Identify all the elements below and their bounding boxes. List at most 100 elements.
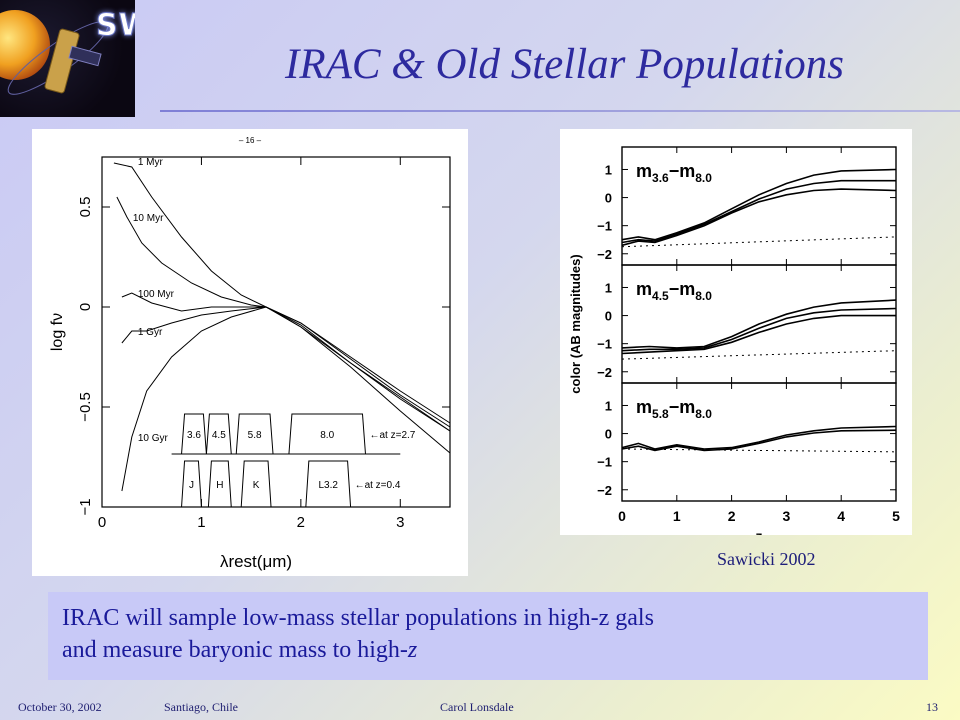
filter-z27-band: [235, 413, 274, 455]
x-tick-label: 1: [197, 514, 205, 531]
y-tick-label: 1: [605, 162, 612, 177]
x-tick-label: 5: [892, 508, 900, 524]
filter-z04-band-label: L3.2: [318, 480, 338, 491]
color-figure: 1 0 −1 −2 m3.6−m8.0 1 0 −1 −2 m4.5−m8.0 1 0 −1 −2 m5.8…: [560, 129, 912, 544]
page-mark: – 16 –: [239, 136, 262, 145]
color-curve: [621, 179, 896, 244]
color-curve: [621, 429, 897, 452]
spectrum-label: 1 Gyr: [138, 327, 163, 338]
y-tick-label: 0: [605, 191, 612, 206]
title-divider: [160, 110, 960, 112]
swire-logo: SWIRE: [0, 0, 135, 117]
filter-z27-band-label: 8.0: [320, 430, 334, 441]
panel-label: m5.8−m8.0: [636, 397, 712, 421]
color-curve: [621, 188, 897, 247]
footer-author: Carol Lonsdale: [440, 700, 514, 714]
caption-line-2-italic: z: [407, 637, 418, 663]
y-tick-label: 0: [77, 303, 94, 311]
y-tick-label: 0.5: [77, 197, 94, 218]
panel-label-part: 5.8: [652, 407, 669, 421]
x-tick-label: 2: [297, 514, 305, 531]
panel-label-part: 8.0: [695, 171, 712, 185]
spectrum-line: [121, 306, 451, 492]
y-tick-label: −1: [597, 337, 612, 352]
filter-z04-band-label: J: [189, 480, 194, 491]
footer-page-number: 13: [926, 700, 938, 714]
panel-label-part: −m: [669, 279, 696, 299]
color-redshift-chart: 10−1−2m3.6−m8.010−1−2m4.5−m8.010−1−2m5.8…: [568, 146, 900, 544]
spectra-figure: – 16 – 0 1 2 3 −1 −0.5 0 0.5 log fν λrest(μm) 1 Myr…: [32, 129, 468, 576]
panel-label: m4.5−m8.0: [636, 279, 712, 303]
filter-z04-band: [305, 460, 352, 508]
y-axis-label: log fν: [49, 313, 66, 351]
footer-location: Santiago, Chile: [164, 700, 238, 714]
y-tick-label: −1: [597, 219, 612, 234]
color-curve: [621, 307, 897, 352]
filter-z04-band: [181, 460, 202, 508]
reference-dotted-line: [621, 350, 897, 360]
filter-z27-band-label: 4.5: [212, 430, 226, 441]
spectrum-line: [121, 306, 451, 428]
spectrum-label: 10 Gyr: [138, 433, 169, 444]
spectrum-label: 1 Myr: [138, 157, 164, 168]
spectra-chart: – 16 – 0 1 2 3 −1 −0.5 0 0.5 log fν λrest(μm) 1 Myr…: [49, 136, 451, 571]
x-tick-label: 4: [837, 508, 845, 524]
figure-credit: Sawicki 2002: [717, 549, 816, 569]
y-tick-label: 1: [605, 398, 612, 413]
panel-frame: [621, 382, 897, 502]
panel-label-part: m: [636, 279, 652, 299]
x-tick-label: 0: [98, 514, 106, 531]
color-curve: [621, 299, 897, 349]
color-curve: [621, 314, 896, 355]
slide-title: IRAC & Old Stellar Populations: [285, 41, 844, 88]
panel-label-part: −m: [669, 161, 696, 181]
y-tick-label: −1: [597, 455, 612, 470]
caption-line-2: and measure baryonic mass to high-z: [62, 634, 914, 666]
caption-line-1: IRAC will sample low-mass stellar popula…: [62, 605, 654, 631]
filter-z04-label: ←at z=0.4: [355, 480, 401, 491]
x-tick-label: 2: [728, 508, 736, 524]
y-tick-label: −1: [77, 498, 94, 515]
panel-label-part: m: [636, 161, 652, 181]
panel-label-part: 3.6: [652, 171, 669, 185]
y-tick-label: 0: [605, 309, 612, 324]
spectrum-line: [116, 196, 451, 432]
spacecraft-icon: [7, 21, 109, 95]
color-curve: [621, 168, 897, 241]
filter-z27-label: ←at z=2.7: [369, 430, 415, 441]
caption-box: IRAC will sample low-mass stellar popula…: [48, 592, 928, 680]
filter-z04-band: [240, 460, 272, 508]
filter-z27-band-label: 5.8: [248, 430, 262, 441]
filter-z04-band: [207, 460, 232, 508]
panel-label-part: 8.0: [695, 289, 712, 303]
color-curve: [621, 425, 897, 450]
spectrum-label: 100 Myr: [138, 289, 175, 300]
y-tick-label: −2: [597, 365, 612, 380]
y-tick-label: 0: [605, 427, 612, 442]
x-axis-label: λrest(μm): [220, 552, 292, 571]
panel-label-part: m: [636, 397, 652, 417]
filter-z04-band-label: K: [253, 480, 260, 491]
x-tick-label: 0: [618, 508, 626, 524]
y-tick-label: −2: [597, 247, 612, 262]
filter-z04-band-label: H: [216, 480, 223, 491]
spectrum-line: [113, 162, 451, 454]
filter-z27-band: [181, 413, 207, 455]
filter-z27-band-label: 3.6: [187, 430, 201, 441]
reference-dotted-line: [621, 448, 897, 453]
panel-label-part: 4.5: [652, 289, 669, 303]
caption-line-2-text: and measure baryonic mass to high-: [62, 637, 408, 663]
logo-text: SWIRE: [95, 8, 135, 44]
y-tick-label: −0.5: [77, 392, 94, 422]
spectrum-line: [121, 292, 451, 424]
y-tick-label: −2: [597, 483, 612, 498]
footer-date: October 30, 2002: [18, 700, 102, 714]
panel-label: m3.6−m8.0: [636, 161, 712, 185]
filter-z27-band: [205, 413, 232, 455]
x-tick-label: 3: [396, 514, 404, 531]
panel-frame: [621, 146, 897, 266]
x-axis-label: z: [756, 528, 763, 535]
panel-label-part: 8.0: [695, 407, 712, 421]
x-tick-label: 1: [673, 508, 681, 524]
reference-dotted-line: [621, 236, 897, 248]
